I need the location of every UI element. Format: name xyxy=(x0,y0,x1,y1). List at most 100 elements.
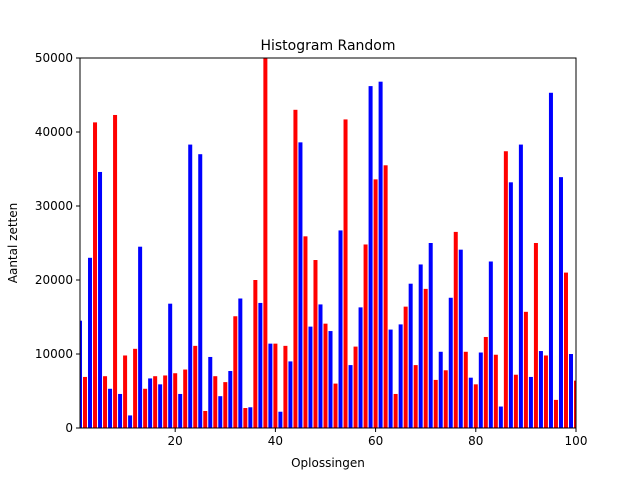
bar-40 xyxy=(273,343,278,428)
bar-89 xyxy=(518,144,523,428)
bar-28 xyxy=(213,376,218,428)
bar-11 xyxy=(128,415,133,428)
bar-21 xyxy=(178,393,183,428)
bar-6 xyxy=(103,376,108,428)
bar-59 xyxy=(368,86,373,429)
bar-2 xyxy=(83,376,88,428)
bar-13 xyxy=(138,246,143,428)
bar-47 xyxy=(308,326,313,428)
bar-86 xyxy=(503,151,508,429)
y-tick-label-50000: 50000 xyxy=(35,51,73,65)
bar-38 xyxy=(263,58,268,428)
bar-76 xyxy=(453,231,458,428)
bar-85 xyxy=(498,406,503,428)
bar-17 xyxy=(158,384,163,428)
bar-63 xyxy=(388,329,393,428)
bar-16 xyxy=(153,376,158,428)
bar-36 xyxy=(253,280,258,428)
bar-66 xyxy=(403,306,408,428)
bar-35 xyxy=(248,407,253,428)
bar-60 xyxy=(373,179,378,428)
bar-61 xyxy=(378,81,383,429)
bar-50 xyxy=(323,323,328,428)
x-axis: 20 40 60 80 100 xyxy=(168,428,587,448)
bar-46 xyxy=(303,236,308,428)
bar-23 xyxy=(188,144,193,428)
bar-62 xyxy=(383,165,388,429)
x-axis-label: Oplossingen xyxy=(291,456,365,470)
y-tick-label-0: 0 xyxy=(65,421,73,435)
bar-69 xyxy=(418,264,423,428)
bar-32 xyxy=(233,316,238,428)
bar-53 xyxy=(338,230,343,428)
bar-79 xyxy=(468,377,473,428)
bar-68 xyxy=(413,365,418,428)
bar-54 xyxy=(343,119,348,429)
bar-75 xyxy=(448,297,453,428)
bar-37 xyxy=(258,302,263,428)
bar-51 xyxy=(328,331,333,428)
x-tick-label-40: 40 xyxy=(268,434,283,448)
x-tick-label-60: 60 xyxy=(368,434,383,448)
bar-42 xyxy=(283,345,288,428)
bar-56 xyxy=(353,346,358,428)
bar-30 xyxy=(223,382,228,428)
bar-43 xyxy=(288,361,293,428)
bar-90 xyxy=(523,311,528,428)
bar-22 xyxy=(183,369,188,428)
bar-93 xyxy=(538,351,543,428)
bar-57 xyxy=(358,307,363,428)
bar-88 xyxy=(513,374,518,428)
bar-95 xyxy=(548,92,553,428)
bar-78 xyxy=(463,351,468,428)
y-tick-label-30000: 30000 xyxy=(35,199,73,213)
bar-84 xyxy=(493,354,498,428)
bar-7 xyxy=(108,388,113,428)
bar-3 xyxy=(88,257,93,428)
bar-99 xyxy=(568,354,573,428)
chart-title: Histogram Random xyxy=(260,38,395,54)
bar-5 xyxy=(98,171,103,428)
bar-31 xyxy=(228,371,233,428)
bar-24 xyxy=(193,345,198,428)
bar-71 xyxy=(428,243,433,428)
bar-19 xyxy=(168,303,173,428)
bar-26 xyxy=(203,410,208,428)
bar-27 xyxy=(208,356,213,428)
bar-97 xyxy=(558,177,563,428)
bar-45 xyxy=(298,142,303,429)
bar-44 xyxy=(293,109,298,429)
bar-34 xyxy=(243,408,248,428)
bar-52 xyxy=(333,383,338,428)
bar-82 xyxy=(483,336,488,428)
bar-1 xyxy=(80,320,83,428)
bar-55 xyxy=(348,365,353,428)
bar-12 xyxy=(133,348,138,428)
y-axis-label: Aantal zetten xyxy=(6,203,20,283)
bar-14 xyxy=(143,388,148,428)
bar-100 xyxy=(573,380,576,428)
bar-64 xyxy=(393,393,398,428)
bar-91 xyxy=(528,376,533,428)
bar-58 xyxy=(363,244,368,428)
bar-87 xyxy=(508,182,513,428)
bar-67 xyxy=(408,283,413,428)
bar-65 xyxy=(398,324,403,428)
bar-92 xyxy=(533,243,538,428)
bar-80 xyxy=(473,384,478,428)
bar-41 xyxy=(278,411,283,428)
y-tick-label-40000: 40000 xyxy=(35,125,73,139)
bar-94 xyxy=(543,355,548,428)
bars-group xyxy=(80,58,576,429)
bar-10 xyxy=(123,355,128,428)
x-tick-label-80: 80 xyxy=(468,434,483,448)
bar-83 xyxy=(488,261,493,428)
bar-20 xyxy=(173,373,178,428)
bar-72 xyxy=(433,379,438,428)
bar-48 xyxy=(313,260,318,428)
bar-73 xyxy=(438,351,443,428)
y-tick-label-10000: 10000 xyxy=(35,347,73,361)
bar-98 xyxy=(563,272,568,428)
bar-39 xyxy=(268,343,273,428)
